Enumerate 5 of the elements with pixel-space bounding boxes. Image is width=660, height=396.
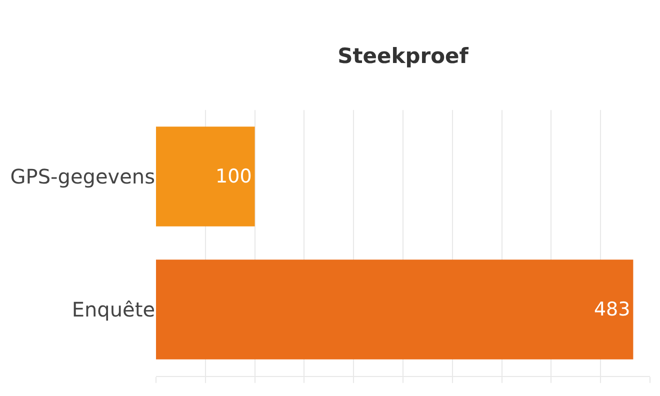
- y-tick-label: Enquête: [72, 298, 155, 322]
- y-tick-label: GPS-gegevens: [10, 164, 155, 188]
- chart-title: Steekproef: [338, 44, 470, 68]
- data-label: 483: [594, 298, 630, 321]
- data-label: 100: [216, 166, 252, 188]
